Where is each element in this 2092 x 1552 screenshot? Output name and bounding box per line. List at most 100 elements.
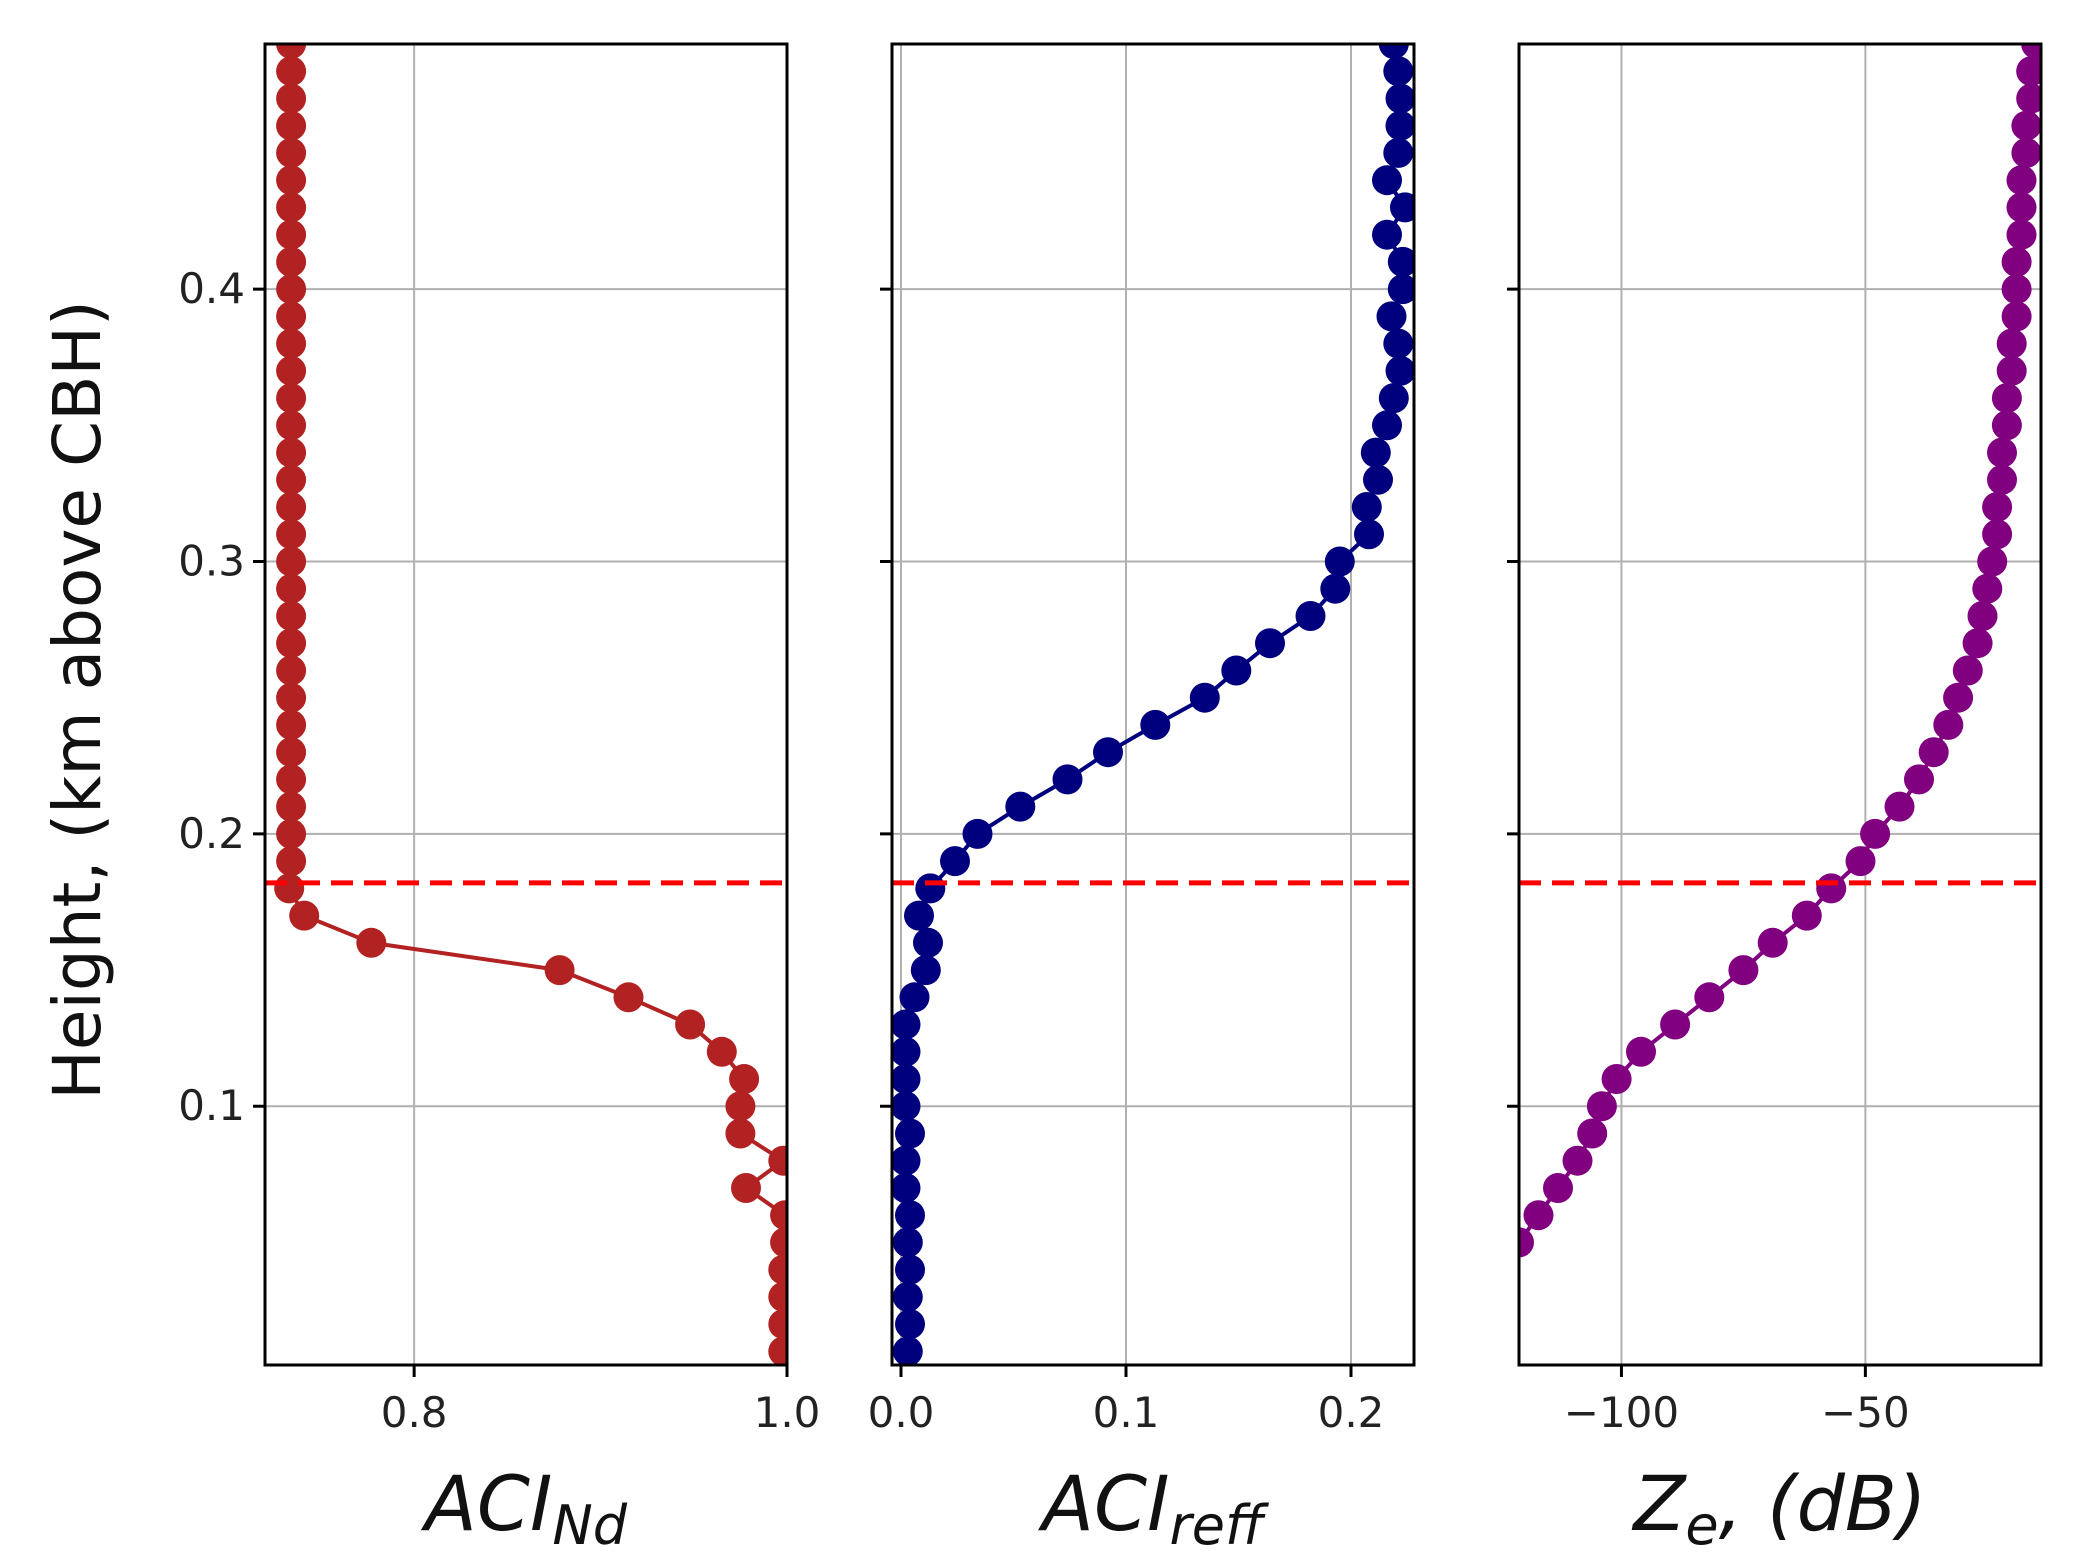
data-point [1918, 737, 1949, 768]
series-3 [1519, 44, 2041, 1258]
data-point [276, 383, 307, 414]
data-point [770, 1227, 787, 1258]
data-point [892, 1173, 921, 1203]
data-point [276, 492, 307, 522]
data-point [276, 192, 307, 223]
series-line [287, 44, 787, 1352]
data-point [1383, 137, 1414, 168]
data-point [1255, 628, 1285, 659]
data-point [1523, 1200, 1554, 1231]
data-point [2016, 83, 2041, 114]
data-point [1140, 709, 1171, 740]
data-point [1943, 682, 1974, 713]
data-point [276, 709, 307, 740]
data-point [895, 1254, 925, 1285]
data-point [1933, 709, 1964, 740]
data-point [1378, 383, 1409, 414]
data-point [276, 274, 307, 305]
data-point [2006, 219, 2037, 250]
x-axis-label: ACINd [420, 1459, 628, 1552]
data-point [276, 519, 307, 550]
data-point [1351, 492, 1382, 522]
y-axis-label: Height, (km above CBH) [39, 300, 116, 1099]
data-point [768, 1336, 787, 1365]
data-point [768, 1281, 787, 1312]
y-tick-label: 0.4 [178, 264, 245, 313]
data-point [1586, 1091, 1617, 1122]
x-tick-label: −100 [1564, 1388, 1679, 1437]
data-point [613, 982, 644, 1013]
data-point [276, 137, 307, 168]
data-point [1952, 655, 1983, 686]
data-point [1972, 573, 2003, 604]
x-tick-label: −50 [1821, 1388, 1910, 1437]
data-point [2006, 165, 2037, 196]
panel-1: 0.1 0.2 0.3 0.4 0.8 1.0 ACINd [178, 42, 820, 1552]
data-point [1904, 764, 1934, 795]
data-point [1519, 1227, 1534, 1258]
data-point [1987, 437, 2017, 468]
data-point [276, 791, 307, 822]
x-axis-label-main: ACI [1037, 1459, 1169, 1548]
data-point [1543, 1173, 1573, 1203]
data-point [1962, 628, 1993, 659]
data-point [276, 301, 307, 332]
data-point [1189, 682, 1220, 713]
data-point [1987, 464, 2017, 495]
data-point [892, 1064, 921, 1094]
data-point [274, 873, 305, 904]
data-point [276, 573, 307, 604]
x-axis-label: Ze, (dB) [1631, 1459, 1926, 1552]
x-axis-label-main: ACI [420, 1459, 552, 1548]
data-point [1221, 655, 1252, 686]
data-point [2001, 274, 2032, 305]
data-point [940, 846, 970, 877]
data-point [892, 1281, 923, 1312]
data-point [544, 955, 575, 986]
data-point [1977, 546, 2008, 577]
series-1 [274, 44, 787, 1365]
data-point [276, 246, 307, 277]
x-axis-label-main: Z [1631, 1459, 1687, 1548]
data-point [1982, 492, 2013, 522]
data-point [1626, 1036, 1656, 1067]
y-tick-label: 0.3 [178, 537, 245, 586]
y-tick-label: 0.1 [178, 1081, 245, 1130]
data-point [768, 1254, 787, 1285]
data-point [731, 1173, 761, 1203]
data-point [1390, 192, 1414, 223]
data-point [1052, 764, 1083, 795]
data-point [2001, 301, 2032, 332]
data-point [729, 1064, 760, 1094]
data-point [892, 1227, 923, 1258]
data-point [1996, 328, 2027, 359]
data-point [1093, 737, 1123, 768]
data-point [276, 764, 307, 795]
data-point [725, 1118, 756, 1149]
data-point [1387, 246, 1414, 277]
data-point [1372, 410, 1402, 441]
x-axis-label: ACIreff [1037, 1459, 1269, 1552]
data-point [1385, 83, 1414, 114]
data-point [2006, 192, 2037, 223]
data-point [725, 1091, 756, 1122]
data-point [1383, 328, 1414, 359]
data-point [276, 165, 307, 196]
data-point [276, 328, 307, 359]
data-point [276, 737, 307, 768]
data-point [895, 1309, 925, 1340]
data-point [1562, 1145, 1593, 1176]
panel-2: 0.0 0.1 0.2 ACIreff [868, 42, 1416, 1552]
x-tick-label: 0.0 [868, 1388, 935, 1437]
data-point [1320, 573, 1351, 604]
data-point [276, 56, 307, 87]
panel-frame [263, 42, 789, 1367]
data-point [1816, 873, 1847, 904]
data-point [892, 1036, 921, 1067]
data-point [2021, 44, 2041, 59]
data-point [904, 900, 934, 931]
data-point [2016, 56, 2041, 87]
series-line [903, 44, 1408, 1352]
data-point [1791, 900, 1822, 931]
